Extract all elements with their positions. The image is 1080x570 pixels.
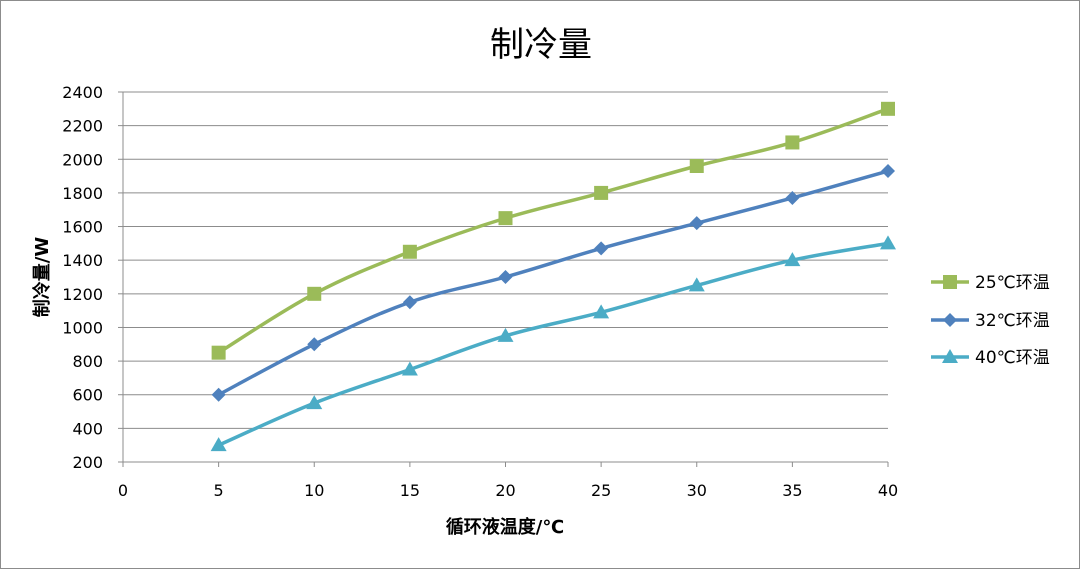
y-tick-label: 2200 <box>62 117 103 136</box>
legend: 25℃环温 32℃环温 40℃环温 <box>931 273 1050 368</box>
y-tick-label: 2400 <box>62 83 103 102</box>
legend-label: 32℃环温 <box>975 311 1050 331</box>
data-point <box>307 286 322 301</box>
data-point <box>593 304 610 319</box>
data-point <box>307 337 322 352</box>
legend-marker <box>942 349 958 363</box>
data-point <box>881 164 895 179</box>
data-point <box>211 387 226 402</box>
x-tick-label: 40 <box>878 481 898 500</box>
data-point <box>210 437 227 452</box>
x-axis-title: 循环液温度/℃ <box>446 516 564 538</box>
data-point <box>402 295 417 310</box>
legend-marker <box>943 275 957 289</box>
y-axis-title: 制冷量/W <box>31 237 53 318</box>
legend-item: 40℃环温 <box>931 348 1050 368</box>
y-tick-label: 600 <box>72 386 103 405</box>
x-tick-labels: 0 5 10 15 20 25 30 35 40 <box>118 481 898 500</box>
grid-lines <box>123 91 888 429</box>
series-line <box>217 241 889 447</box>
data-point <box>689 159 704 173</box>
data-point <box>402 244 417 259</box>
x-tick-label: 35 <box>782 481 802 500</box>
series-3 <box>210 235 896 452</box>
data-point <box>211 345 226 360</box>
data-point <box>594 241 609 256</box>
data-point <box>498 211 513 226</box>
series-group <box>210 101 896 452</box>
legend-label: 25℃环温 <box>975 273 1050 293</box>
data-point <box>688 277 705 292</box>
y-tick-label: 2000 <box>62 150 103 169</box>
legend-label: 40℃环温 <box>975 348 1050 368</box>
y-tick-label: 200 <box>72 453 103 472</box>
y-tick-labels: 200 400 600 800 1000 1200 1400 1600 1800 2000 2200… <box>62 83 103 472</box>
y-tick-label: 1000 <box>62 318 103 337</box>
y-tick-label: 1200 <box>62 285 103 304</box>
x-tick-label: 10 <box>304 481 324 500</box>
x-tick-label: 5 <box>214 481 224 500</box>
chart-title: 制冷量 <box>490 25 592 65</box>
y-tick-label: 1400 <box>62 251 103 270</box>
x-tick-label: 15 <box>400 481 420 500</box>
data-point <box>497 327 514 342</box>
y-tick-label: 800 <box>72 352 103 371</box>
y-tick-label: 1600 <box>62 218 103 237</box>
data-point <box>784 252 801 267</box>
data-point <box>689 216 704 231</box>
data-point <box>498 270 513 284</box>
legend-item: 32℃环温 <box>931 311 1050 331</box>
y-tick-label: 400 <box>72 419 103 438</box>
data-point <box>880 235 896 250</box>
x-tick-label: 20 <box>495 481 515 500</box>
data-point <box>306 395 323 410</box>
x-tick-label: 25 <box>591 481 611 500</box>
data-point <box>785 190 800 205</box>
data-point <box>401 361 418 376</box>
x-tick-label: 0 <box>118 481 128 500</box>
data-point <box>881 101 895 116</box>
y-tick-label: 1800 <box>62 184 103 203</box>
data-point <box>594 185 609 200</box>
data-point <box>785 135 800 150</box>
legend-item: 25℃环温 <box>931 273 1050 293</box>
legend-marker <box>943 313 957 327</box>
series-1 <box>211 101 895 360</box>
series-2 <box>211 164 895 402</box>
axes <box>118 91 889 467</box>
x-tick-label: 30 <box>687 481 707 500</box>
